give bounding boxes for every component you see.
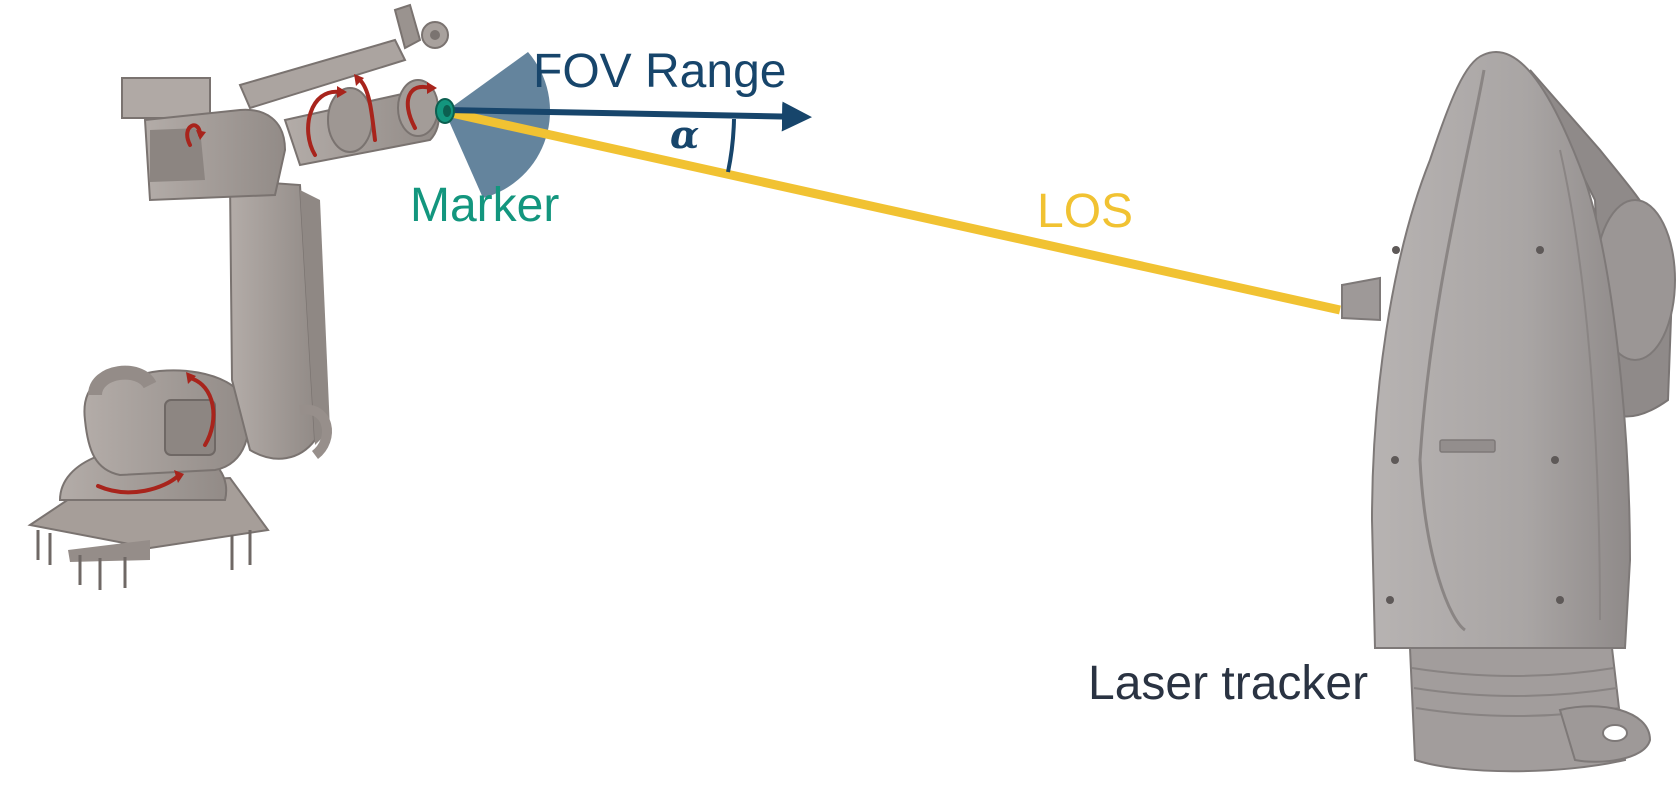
tracker-body [1370, 50, 1632, 649]
fov-direction-arrow [446, 101, 812, 132]
line-of-sight-beam [446, 107, 1341, 315]
rotation-arrow-icon [358, 78, 377, 142]
rotation-arrow-icon [405, 84, 432, 130]
rotation-arrow-icon [96, 474, 180, 495]
robot-upper-arm [121, 3, 449, 202]
robot-lower-housing [83, 365, 250, 477]
rotation-arrow-icon [188, 376, 216, 447]
angle-alpha-label: α [670, 112, 700, 157]
laser-tracker-icon [1341, 50, 1676, 773]
industrial-robot-arm-icon [27, 3, 449, 590]
rotation-arrows [96, 78, 432, 495]
robot-vertical-arm [228, 178, 332, 460]
marker-label: Marker [410, 179, 560, 232]
tracker-bolts [1386, 246, 1564, 604]
fov-range-label: FOV Range [533, 45, 787, 98]
marker-target-icon [435, 98, 455, 124]
tracker-lens-port [1341, 276, 1381, 322]
rotation-arrow-icon [306, 89, 342, 157]
rotation-arrowheads [174, 74, 437, 483]
laser-tracker-label: Laser tracker [1088, 657, 1369, 710]
los-label: LOS [1037, 185, 1134, 238]
angle-alpha-arc [726, 118, 736, 173]
